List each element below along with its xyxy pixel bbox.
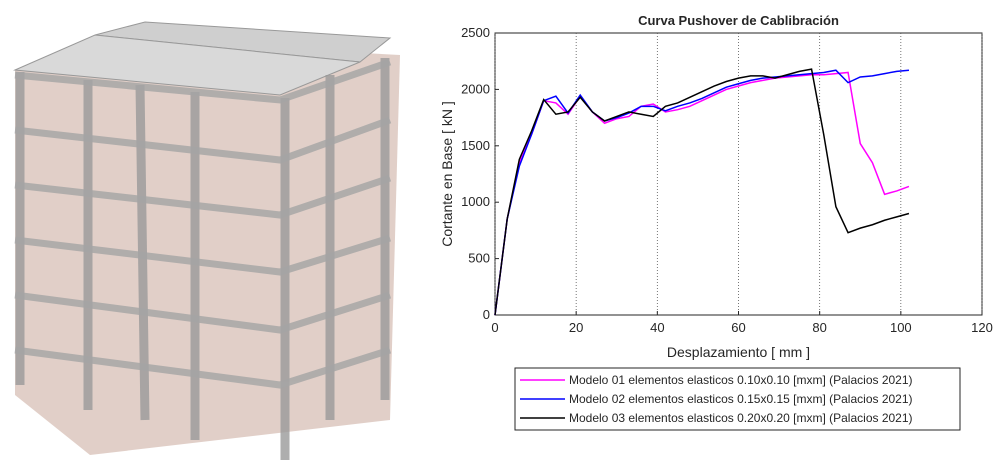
y-tick-label: 2000 [461,81,490,96]
legend-label: Modelo 03 elementos elasticos 0.20x0.20 … [569,411,913,425]
chart-title: Curva Pushover de Cablibración [638,13,839,28]
legend-label: Modelo 02 elementos elasticos 0.15x0.15 … [569,392,913,406]
y-axis-label: Cortante en Base [ kN ] [439,101,455,247]
y-tick-label: 1500 [461,138,490,153]
y-tick-label: 500 [468,251,490,266]
x-tick-label: 40 [650,320,664,335]
x-tick-label: 20 [569,320,583,335]
y-tick-label: 1000 [461,194,490,209]
y-tick-label: 2500 [461,25,490,40]
page: 0 20 40 60 80 100 120 0 500 1000 1500 2000 2500 Curva… [0,0,993,468]
x-tick-label: 0 [491,320,498,335]
building-render [15,22,400,460]
legend-label: Modelo 01 elementos elasticos 0.10x0.10 … [569,373,913,387]
x-axis-label: Desplazamiento [ mm ] [667,344,810,360]
y-tick-label: 0 [483,307,490,322]
x-tick-label: 80 [812,320,826,335]
x-tick-label: 60 [731,320,745,335]
x-tick-label: 120 [971,320,993,335]
x-tick-label: 100 [890,320,912,335]
